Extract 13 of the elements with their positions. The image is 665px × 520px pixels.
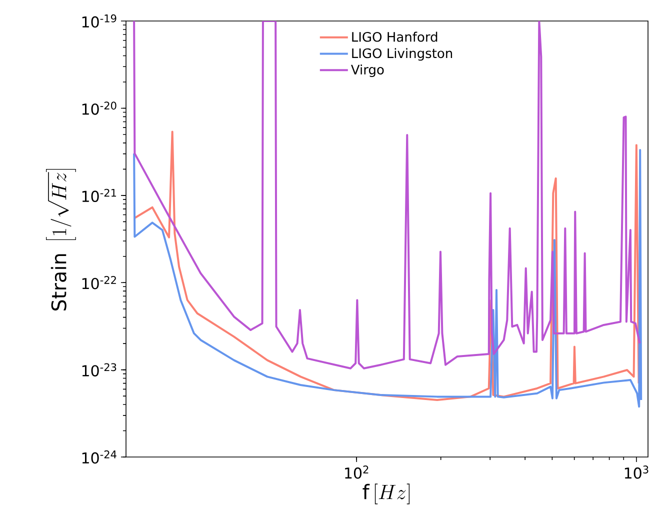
legend-label: LIGO Livingston: [352, 48, 452, 61]
y-tick-label: 10$^{-24}$: [82, 450, 116, 464]
legend-label: LIGO Hanford: [352, 32, 438, 42]
y-tick-label: 10$^{-19}$: [82, 14, 116, 28]
legend-label: Virgo: [351, 64, 384, 78]
y-axis-title: $\mathrm{Strain}\ \left[1/\sqrt{Hz}\right]$: [46, 169, 76, 310]
x-tick-label: 10$^{3}$: [624, 466, 648, 479]
y-tick-label: 10$^{-23}$: [82, 363, 116, 376]
y-tick-label: 10$^{-22}$: [82, 276, 116, 290]
x-axis-title: $\mathrm{f}\,[Hz]$: [362, 484, 410, 504]
y-tick-label: 10$^{-21}$: [82, 188, 116, 202]
y-tick-label: 10$^{-20}$: [82, 102, 116, 115]
x-tick-label: 10$^{2}$: [345, 466, 368, 479]
